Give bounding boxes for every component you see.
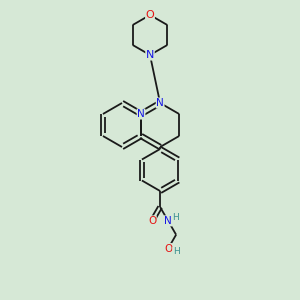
Text: H: H xyxy=(172,213,178,222)
Text: N: N xyxy=(137,109,145,119)
Text: O: O xyxy=(148,216,156,226)
Text: H: H xyxy=(173,247,179,256)
Text: N: N xyxy=(164,216,172,226)
Text: N: N xyxy=(156,98,164,108)
Text: N: N xyxy=(146,50,154,60)
Text: O: O xyxy=(164,244,172,254)
Text: O: O xyxy=(146,10,154,20)
